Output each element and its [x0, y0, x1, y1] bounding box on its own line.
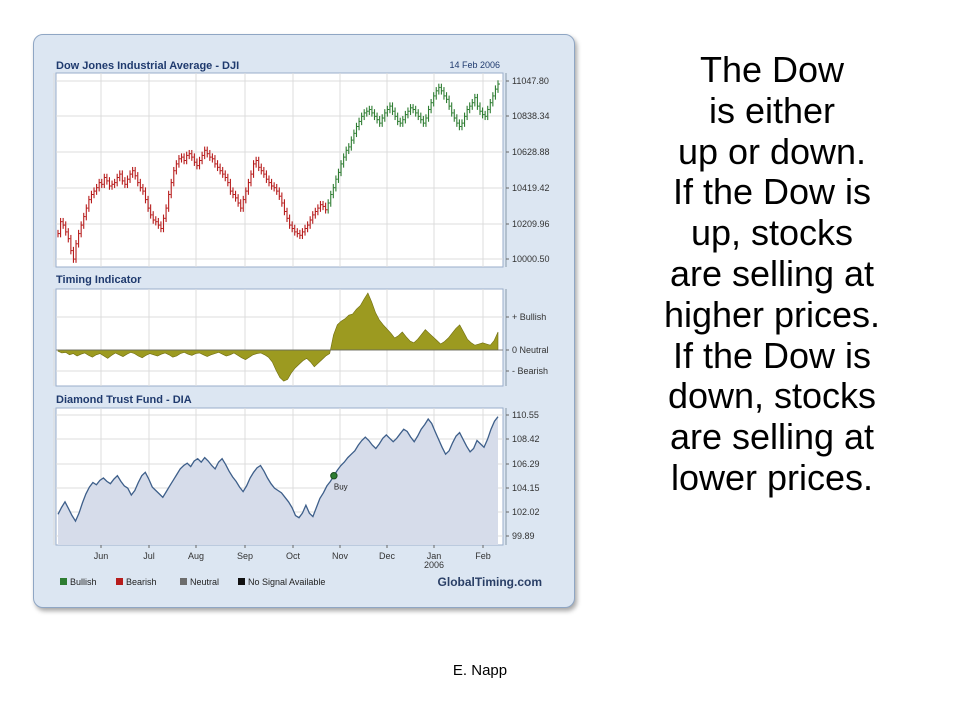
legend-label: No Signal Available — [248, 577, 325, 587]
slide-text-line: up, stocks — [690, 212, 854, 254]
legend-label: Neutral — [190, 577, 219, 587]
slide-text-line: are selling at — [669, 416, 875, 458]
y-tick-label: 10628.88 — [512, 147, 550, 157]
legend-label: Bullish — [70, 577, 97, 587]
x-tick-label: Nov — [332, 551, 349, 561]
x-tick-label: Jan — [427, 551, 442, 561]
y-tick-label: 0 Neutral — [512, 345, 549, 355]
y-tick-label: 10209.96 — [512, 219, 550, 229]
x-tick-label: Sep — [237, 551, 253, 561]
slide-text-block: The Dow is either up or down. If the Dow… — [622, 49, 922, 499]
y-tick-label: 99.89 — [512, 531, 535, 541]
y-tick-label: 106.29 — [512, 459, 540, 469]
legend-swatch — [60, 578, 67, 585]
slide-text-line: lower prices. — [670, 456, 874, 498]
slide-text-line: up or down. — [677, 130, 867, 172]
y-tick-label: - Bearish — [512, 366, 548, 376]
x-tick-label: Feb — [475, 551, 491, 561]
y-tick-label: 102.02 — [512, 507, 540, 517]
chart-panel: Dow Jones Industrial Average - DJI 14 Feb… — [33, 34, 575, 608]
slide-text-line: higher prices. — [663, 293, 881, 335]
dia-area-fill — [58, 416, 498, 545]
plot-area — [55, 72, 504, 268]
y-tick-label: 110.55 — [512, 410, 539, 420]
panel-title: Timing Indicator — [56, 274, 142, 286]
y-tick-label: 108.42 — [512, 434, 540, 444]
slide-text-line: The Dow — [699, 49, 845, 90]
x-tick-sublabel: 2006 — [424, 560, 444, 570]
slide-text-line: are selling at — [669, 252, 875, 294]
legend-swatch — [238, 578, 245, 585]
footer-author: E. Napp — [452, 662, 508, 679]
y-tick-label: 10000.50 — [512, 254, 550, 264]
x-tick-label: Dec — [379, 551, 396, 561]
indicator-area — [57, 292, 499, 382]
x-tick-label: Oct — [286, 551, 301, 561]
y-tick-label: + Bullish — [512, 312, 546, 322]
x-tick-label: Aug — [188, 551, 204, 561]
y-tick-label: 10838.34 — [512, 111, 550, 121]
chart-svg: Dow Jones Industrial Average - DJI 14 Feb… — [53, 60, 550, 589]
x-tick-label: Jul — [143, 551, 155, 561]
y-tick-label: 11047.80 — [512, 76, 549, 86]
y-tick-label: 10419.42 — [512, 183, 550, 193]
panel-title: Diamond Trust Fund - DIA — [56, 394, 192, 406]
slide-text-line: If the Dow is — [672, 171, 872, 213]
dia-line — [57, 416, 499, 523]
slide-text-line: is either — [708, 89, 836, 131]
legend-swatch — [180, 578, 187, 585]
slide-text-line: down, stocks — [667, 375, 877, 417]
buy-marker — [330, 472, 338, 480]
buy-label: Buy — [334, 483, 348, 492]
chart-date: 14 Feb 2006 — [449, 60, 500, 70]
legend-swatch — [116, 578, 123, 585]
x-tick-label: Jun — [94, 551, 109, 561]
panel-title: Dow Jones Industrial Average - DJI — [56, 60, 239, 72]
y-tick-label: 104.15 — [512, 483, 540, 493]
brand-logo: GlobalTiming.com — [438, 575, 542, 589]
legend-label: Bearish — [126, 577, 157, 587]
slide-text-line: If the Dow is — [672, 334, 872, 376]
